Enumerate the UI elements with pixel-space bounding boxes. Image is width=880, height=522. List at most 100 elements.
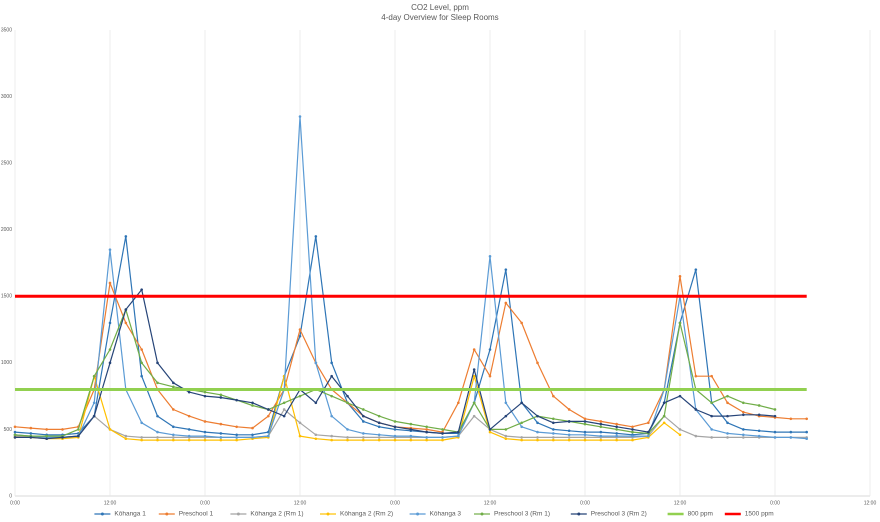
data-point: [108, 428, 112, 431]
data-point: [662, 401, 666, 405]
data-point: [773, 430, 777, 434]
data-point: [567, 438, 571, 442]
data-point: [520, 401, 523, 405]
data-point: [647, 434, 650, 438]
data-point: [377, 425, 381, 429]
data-point: [662, 421, 666, 425]
data-point: [757, 404, 761, 407]
data-point: [298, 328, 302, 331]
data-point: [615, 438, 618, 442]
data-point: [203, 394, 207, 398]
x-tick-label: 0:00: [390, 500, 400, 506]
data-point: [742, 410, 745, 414]
data-point: [251, 433, 254, 437]
data-point: [156, 381, 159, 385]
data-point: [552, 394, 555, 398]
data-point: [789, 436, 793, 439]
data-point: [362, 414, 365, 418]
data-point: [710, 436, 713, 439]
x-tick-label: 12:00: [294, 500, 307, 506]
legend-label: Preschool 1: [179, 511, 214, 518]
data-point: [552, 432, 555, 435]
data-point: [552, 421, 555, 425]
data-point: [726, 432, 729, 435]
data-point: [536, 430, 539, 434]
x-tick-label: 0:00: [200, 500, 210, 506]
data-point: [599, 434, 603, 438]
data-point: [805, 417, 808, 421]
data-point: [362, 438, 365, 442]
data-point: [615, 422, 618, 426]
data-point: [409, 422, 413, 426]
data-point: [77, 428, 80, 431]
data-point: [742, 436, 745, 439]
data-point: [377, 414, 381, 418]
data-point: [504, 301, 508, 305]
data-point: [441, 428, 444, 431]
data-point: [346, 401, 349, 405]
data-point: [599, 430, 603, 434]
data-point: [694, 268, 698, 271]
data-point: [805, 437, 808, 441]
data-point: [678, 321, 682, 325]
data-point: [599, 420, 603, 423]
data-point: [662, 414, 666, 418]
data-point: [504, 414, 508, 418]
data-point: [552, 417, 555, 421]
data-point: [219, 438, 223, 442]
legend-marker: [480, 512, 484, 516]
data-point: [282, 414, 286, 418]
data-point: [124, 437, 128, 441]
data-point: [314, 437, 318, 441]
data-point: [124, 321, 128, 325]
data-point: [757, 413, 761, 417]
data-point: [773, 414, 777, 418]
data-point: [520, 436, 523, 439]
data-point: [330, 438, 333, 442]
data-point: [235, 438, 238, 442]
data-point: [393, 420, 397, 423]
data-point: [346, 438, 349, 442]
data-point: [187, 434, 191, 438]
data-point: [219, 396, 223, 399]
data-point: [314, 235, 318, 238]
data-point: [694, 434, 698, 438]
data-point: [377, 438, 381, 442]
data-point: [156, 438, 159, 442]
data-point: [599, 425, 603, 429]
legend-label: Preschool 3 (Rm 1): [494, 511, 550, 518]
data-point: [631, 430, 634, 434]
data-point: [726, 394, 729, 398]
data-point: [92, 401, 96, 405]
data-point: [156, 361, 159, 365]
legend-label: Kōhanga 3: [430, 511, 462, 518]
data-point: [330, 394, 333, 398]
legend-label: 1500 ppm: [745, 511, 774, 518]
x-tick-label: 0:00: [770, 500, 780, 506]
data-point: [140, 361, 143, 365]
data-point: [267, 434, 270, 438]
data-point: [346, 428, 349, 431]
data-point: [757, 429, 761, 433]
data-point: [13, 425, 17, 429]
data-point: [187, 414, 191, 418]
data-point: [187, 428, 191, 431]
data-point: [742, 433, 745, 437]
data-point: [108, 248, 112, 251]
data-point: [520, 421, 523, 425]
data-point: [377, 433, 381, 437]
data-point: [298, 394, 302, 398]
data-point: [694, 374, 698, 378]
data-point: [346, 394, 349, 398]
data-point: [203, 438, 207, 442]
data-point: [393, 434, 397, 438]
x-tick-label: 0:00: [10, 500, 20, 506]
data-point: [298, 334, 302, 338]
data-point: [631, 438, 634, 442]
data-point: [92, 414, 96, 418]
x-tick-label: 12:00: [104, 500, 117, 506]
data-point: [13, 433, 17, 437]
data-point: [552, 438, 555, 442]
data-point: [235, 433, 238, 437]
